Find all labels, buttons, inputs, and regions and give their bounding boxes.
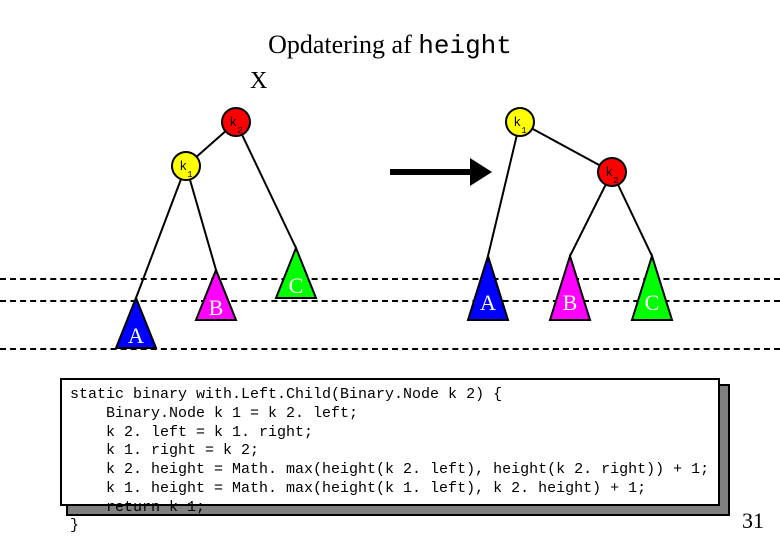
tree-edge — [136, 166, 186, 298]
tree-edge — [236, 122, 296, 248]
subtree-label-b: B — [563, 290, 578, 315]
code-box: static binary with.Left.Child(Binary.Nod… — [60, 378, 720, 506]
subtree-label-c: C — [289, 273, 304, 298]
tree-edge — [186, 166, 216, 270]
subtree-label-a: A — [128, 323, 144, 348]
right-edges — [488, 122, 652, 256]
tree-edge — [520, 122, 612, 172]
subtree-label-c: C — [645, 290, 660, 315]
subtree-label-b: B — [209, 295, 224, 320]
arrow-head-icon — [470, 158, 492, 186]
subtree-label-a: A — [480, 290, 496, 315]
tree-edge — [488, 122, 520, 256]
page-number: 31 — [742, 508, 764, 534]
